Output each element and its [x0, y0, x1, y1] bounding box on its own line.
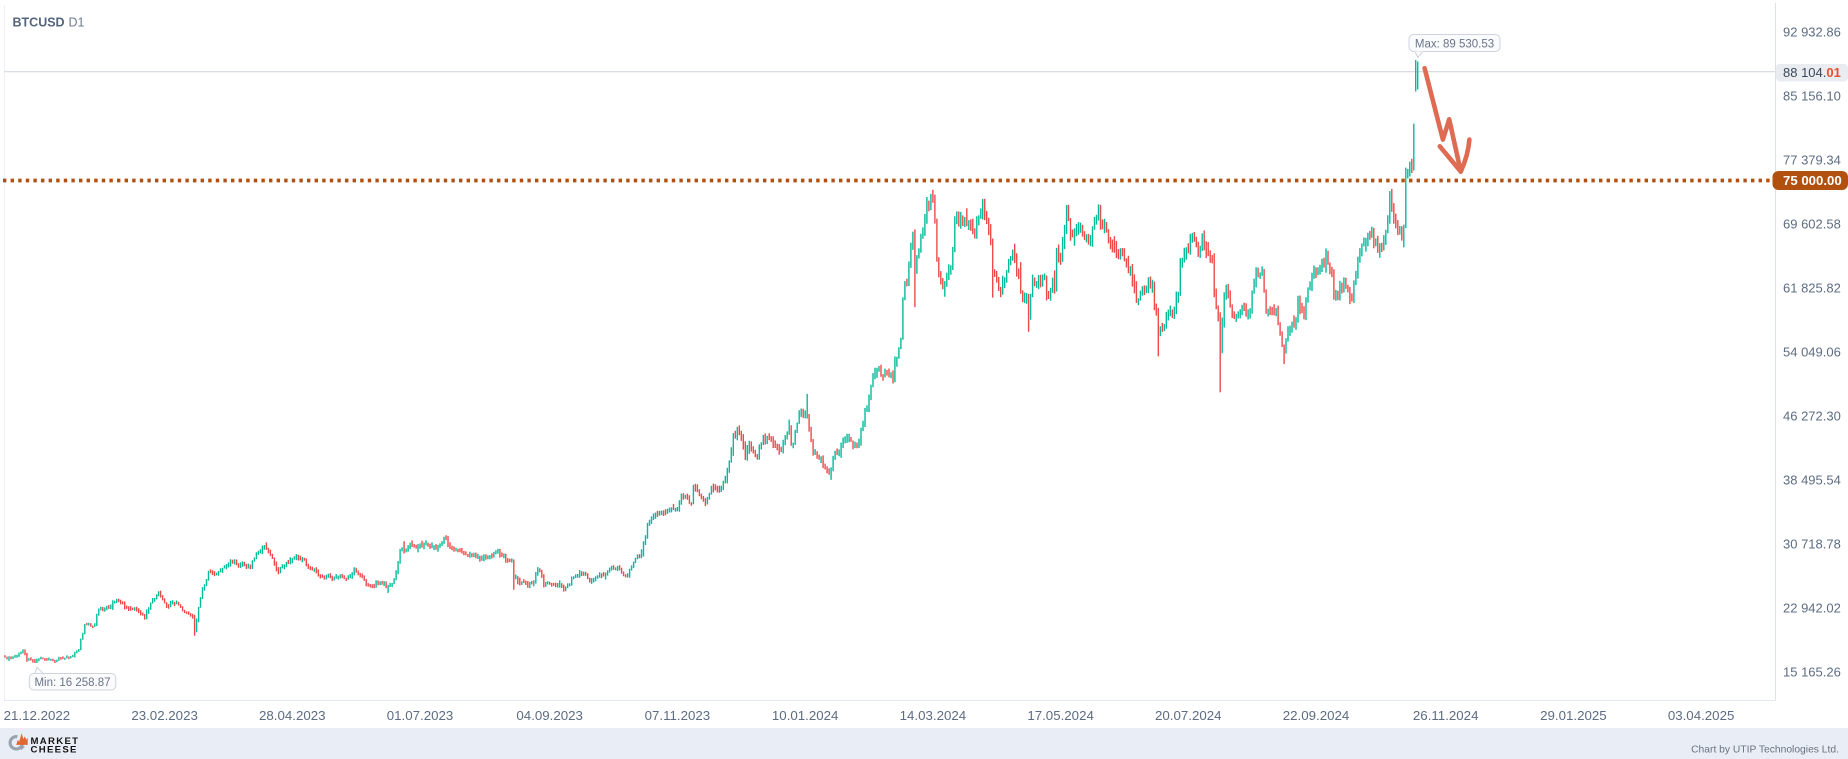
svg-text:21.12.2022: 21.12.2022 — [4, 708, 71, 723]
svg-text:77 379.34: 77 379.34 — [1783, 153, 1841, 168]
svg-text:54 049.06: 54 049.06 — [1783, 345, 1841, 360]
svg-text:14.03.2024: 14.03.2024 — [900, 708, 967, 723]
svg-text:Chart by UTIP Technologies Ltd: Chart by UTIP Technologies Ltd. — [1691, 745, 1839, 756]
svg-text:D1: D1 — [69, 16, 85, 30]
svg-text:69 602.58: 69 602.58 — [1783, 217, 1841, 232]
svg-text:CHEESE: CHEESE — [31, 744, 78, 755]
svg-text:03.04.2025: 03.04.2025 — [1668, 708, 1735, 723]
svg-text:20.07.2024: 20.07.2024 — [1155, 708, 1222, 723]
svg-text:07.11.2023: 07.11.2023 — [645, 708, 711, 723]
svg-text:92 932.86: 92 932.86 — [1783, 25, 1841, 40]
svg-text:10.01.2024: 10.01.2024 — [772, 708, 839, 723]
svg-text:22 942.02: 22 942.02 — [1783, 601, 1841, 616]
svg-text:Max: 89 530.53: Max: 89 530.53 — [1415, 38, 1494, 50]
svg-text:88 104.01: 88 104.01 — [1783, 65, 1841, 80]
svg-text:46 272.30: 46 272.30 — [1783, 409, 1841, 424]
svg-text:38 495.54: 38 495.54 — [1783, 473, 1841, 488]
svg-text:Min: 16 258.87: Min: 16 258.87 — [34, 677, 110, 689]
svg-text:30 718.78: 30 718.78 — [1783, 537, 1841, 552]
svg-text:29.01.2025: 29.01.2025 — [1540, 708, 1607, 723]
svg-text:15 165.26: 15 165.26 — [1783, 665, 1841, 680]
svg-text:23.02.2023: 23.02.2023 — [131, 708, 198, 723]
svg-text:MARKET: MARKET — [31, 736, 80, 747]
svg-text:75 000.00: 75 000.00 — [1783, 173, 1842, 188]
svg-text:22.09.2024: 22.09.2024 — [1283, 708, 1350, 723]
svg-text:85 156.10: 85 156.10 — [1783, 89, 1841, 104]
svg-text:01.07.2023: 01.07.2023 — [387, 708, 454, 723]
svg-text:04.09.2023: 04.09.2023 — [516, 708, 583, 723]
svg-text:17.05.2024: 17.05.2024 — [1027, 708, 1094, 723]
svg-text:26.11.2024: 26.11.2024 — [1413, 708, 1479, 723]
svg-text:28.04.2023: 28.04.2023 — [259, 708, 326, 723]
svg-text:BTCUSD: BTCUSD — [13, 16, 65, 30]
svg-text:61 825.82: 61 825.82 — [1783, 281, 1841, 296]
